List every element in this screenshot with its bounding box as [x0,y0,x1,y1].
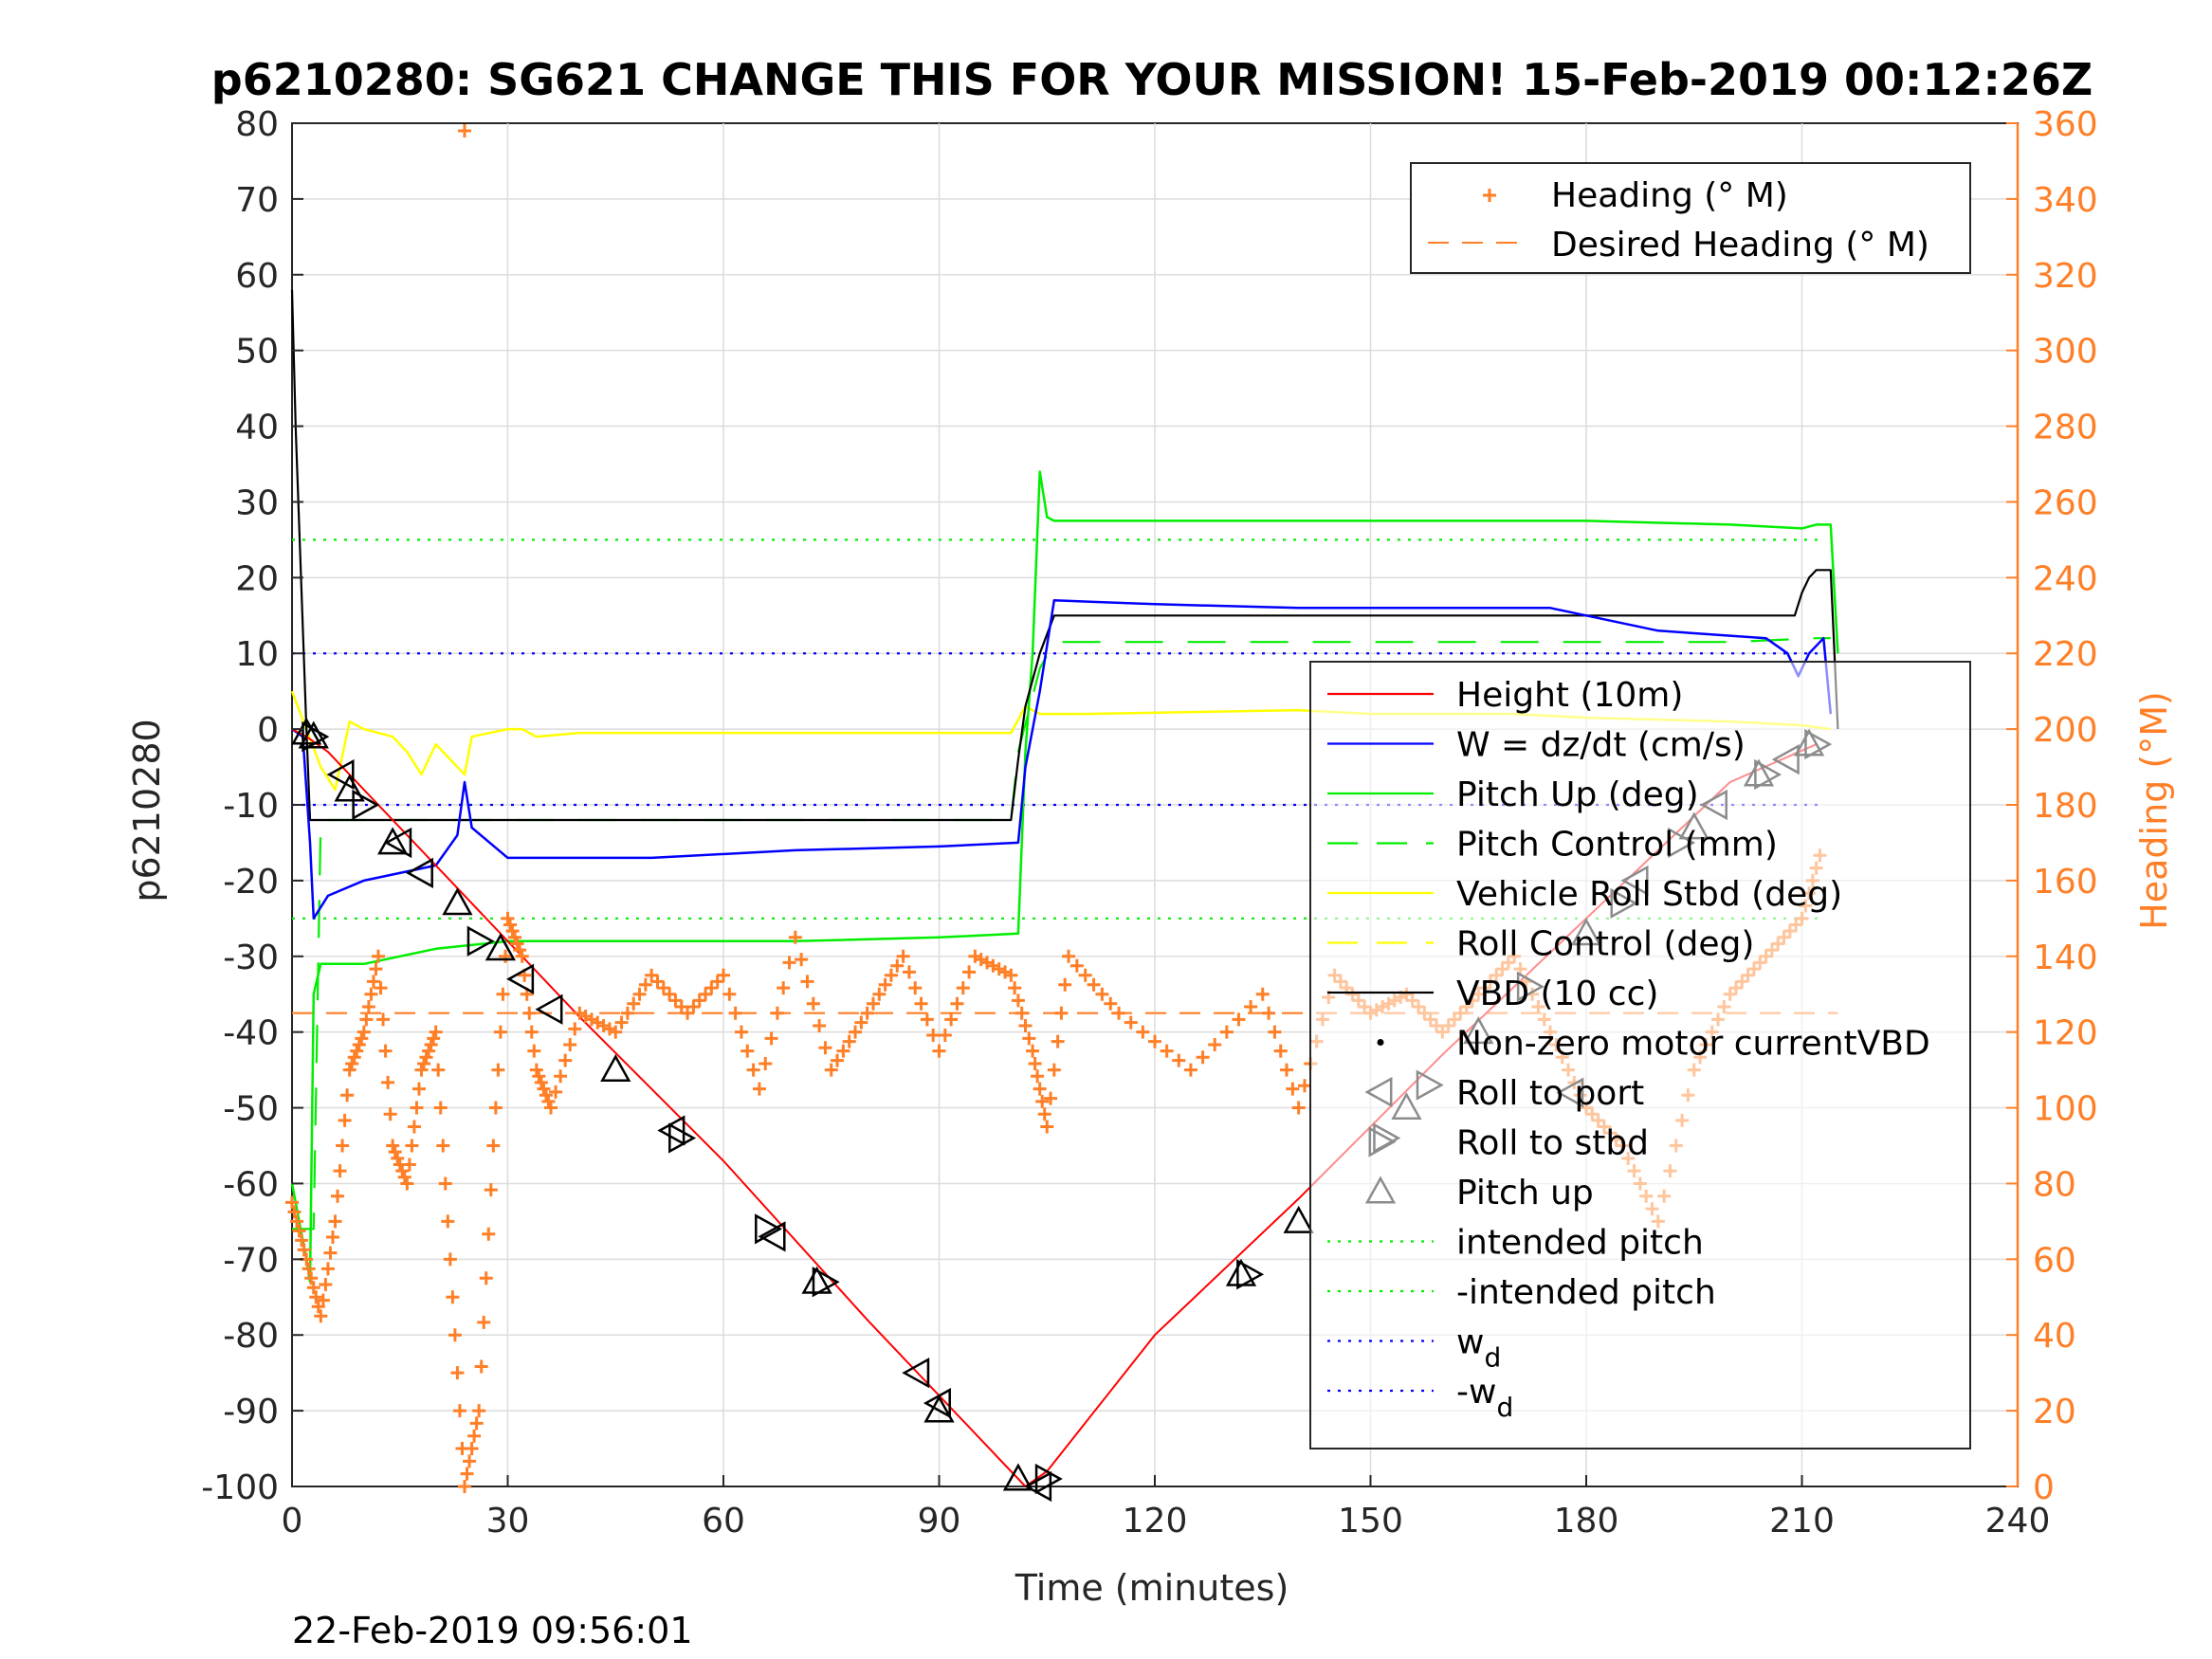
y2-tick-label: 200 [2033,711,2098,750]
y2-tick-label: 100 [2033,1090,2098,1129]
legend-entry-subscript: d [1484,1342,1501,1374]
y-tick-label: -60 [223,1165,279,1204]
legend-entry-main: -w [1456,1373,1496,1412]
legend-heading-entry: Desired Heading (° M) [1551,226,1929,264]
legend-entry: Pitch Up (deg) [1456,775,1699,814]
y2-axis-label: Heading (°M) [2133,691,2175,930]
y-tick-label: 10 [235,635,279,674]
y-tick-label: 40 [235,409,279,447]
legend-heading-entry: Heading (° M) [1551,176,1788,215]
y-tick-label: -40 [223,1014,279,1053]
y-tick-label: 60 [235,257,279,296]
y2-tick-label: 260 [2033,483,2098,522]
y2-tick-label: 340 [2033,181,2098,220]
x-tick-label: 0 [282,1502,303,1540]
y-tick-label: -100 [201,1468,279,1507]
legend-entry-main: w [1456,1323,1484,1362]
legend-entry: Height (10m) [1456,676,1683,715]
y2-tick-label: 20 [2033,1393,2076,1431]
y2-tick-label: 80 [2033,1165,2076,1204]
y-tick-label: 50 [235,333,279,372]
y-tick-label: -10 [223,787,279,826]
y2-tick-label: 160 [2033,863,2098,902]
y-tick-label: -90 [223,1393,279,1431]
x-tick-label: 150 [1338,1502,1403,1540]
y-axis-label: p6210280 [126,719,168,902]
y-tick-label: 20 [235,559,279,598]
legend-main: Height (10m) W = dz/dt (cm/s) Pitch Up (de… [1310,662,1970,1449]
legend-entry: Roll to stbd [1456,1124,1649,1163]
legend-entry: -intended pitch [1456,1273,1716,1312]
chart-title: p6210280: SG621 CHANGE THIS FOR YOUR MIS… [211,54,2093,105]
y2-tick-label: 240 [2033,559,2098,598]
legend-entry: Roll to port [1456,1074,1644,1113]
legend-entry: Roll Control (deg) [1456,925,1754,964]
y-tick-label: -80 [223,1317,279,1356]
legend-entry: Non-zero motor currentVBD [1456,1025,1930,1064]
y2-tick-label: 180 [2033,787,2098,826]
y2-tick-label: 320 [2033,257,2098,296]
y2-tick-label: 0 [2033,1468,2055,1507]
legend-entry: Vehicle Roll Stbd (deg) [1456,875,1842,914]
x-tick-label: 210 [1769,1502,1835,1540]
y-tick-label: -20 [223,863,279,902]
x-tick-label: 180 [1554,1502,1619,1540]
x-tick-label: 30 [486,1502,530,1540]
x-axis-label: Time (minutes) [1015,1567,1289,1609]
y-tick-label: -70 [223,1241,279,1280]
y2-tick-label: 280 [2033,409,2098,447]
y2-tick-label: 60 [2033,1241,2076,1280]
legend-entry: Pitch Control (mm) [1456,826,1778,865]
legend-entry: intended pitch [1456,1224,1704,1263]
y-tick-label: 30 [235,483,279,522]
legend-entry-subscript: d [1496,1392,1513,1423]
x-tick-label: 60 [702,1502,745,1540]
timestamp-footer: 22-Feb-2019 09:56:01 [292,1610,693,1651]
x-tick-label: 90 [918,1502,961,1540]
y2-tick-label: 120 [2033,1014,2098,1053]
legend-entry: Pitch up [1456,1174,1594,1212]
legend-entry: W = dz/dt (cm/s) [1456,726,1746,765]
y2-tick-label: 300 [2033,333,2098,372]
legend-swatch [1378,1039,1384,1046]
y-tick-label: 0 [257,711,279,750]
legend-heading: Heading (° M) Desired Heading (° M) [1411,163,1970,273]
y-tick-label: 70 [235,181,279,220]
y2-tick-label: 40 [2033,1317,2076,1356]
y2-tick-label: 140 [2033,939,2098,977]
y-tick-label: -50 [223,1090,279,1129]
y-tick-label: -30 [223,939,279,977]
y2-tick-label: 360 [2033,105,2098,144]
x-tick-label: 120 [1123,1502,1188,1540]
y2-tick-label: 220 [2033,635,2098,674]
legend-entry: VBD (10 cc) [1456,975,1658,1013]
y-tick-label: 80 [235,105,279,144]
x-tick-label: 240 [1985,1502,2051,1540]
